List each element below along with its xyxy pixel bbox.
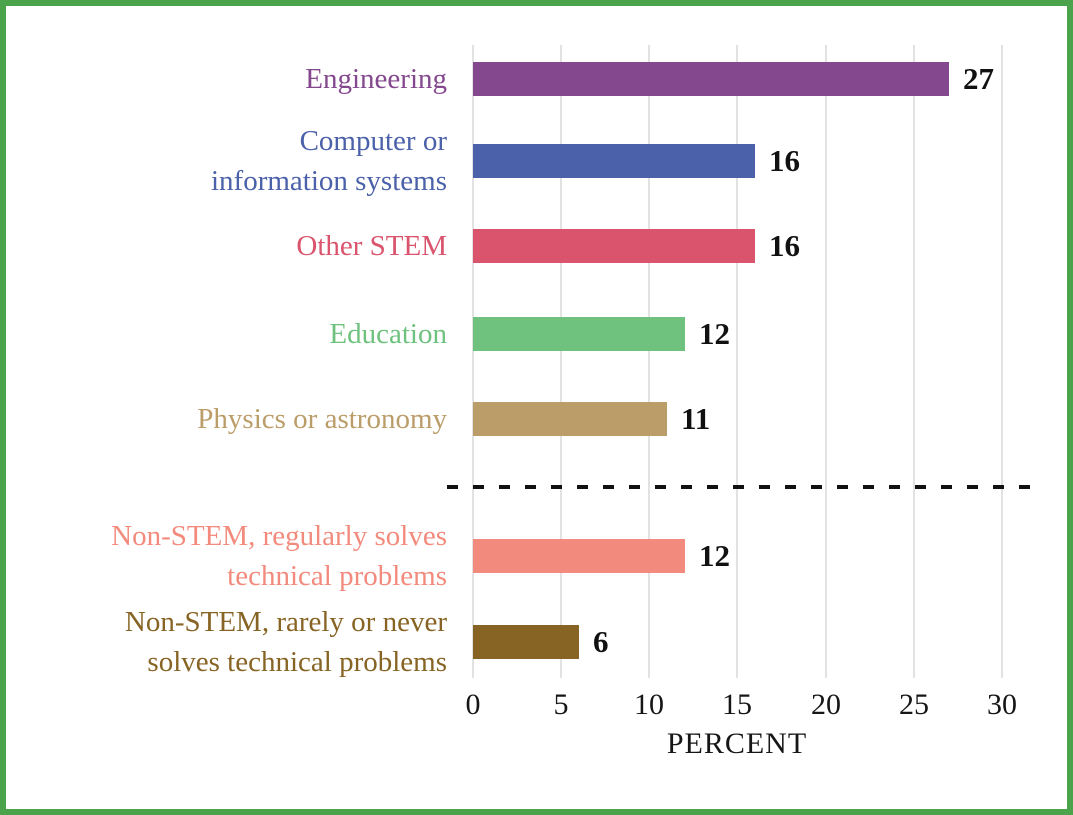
category-label: Computer or information systems xyxy=(15,121,447,201)
gridline-15 xyxy=(736,45,738,678)
bar xyxy=(473,62,949,96)
category-label-line: information systems xyxy=(210,165,447,197)
bar xyxy=(473,402,667,436)
bar xyxy=(473,229,755,263)
category-label-line: Education xyxy=(329,318,447,350)
gridline-25 xyxy=(913,45,915,678)
x-tick-label-20: 20 xyxy=(811,688,841,721)
category-label: Physics or astronomy xyxy=(15,399,447,439)
bar xyxy=(473,144,755,178)
category-label-line: Non-STEM, rarely or never xyxy=(124,606,447,638)
category-label-line: Other STEM xyxy=(296,230,447,262)
bar xyxy=(473,539,685,573)
bar-value-label: 11 xyxy=(681,401,711,436)
category-label-line: Physics or astronomy xyxy=(197,403,447,435)
gridline-20 xyxy=(825,45,827,678)
gridline-30 xyxy=(1001,45,1003,678)
gridline-10 xyxy=(648,45,650,678)
category-label-line: Engineering xyxy=(305,63,447,95)
bar-value-label: 27 xyxy=(963,61,994,96)
x-tick-label-25: 25 xyxy=(899,688,929,721)
bar-value-label: 6 xyxy=(593,624,609,659)
category-label-line: Computer or xyxy=(299,125,447,157)
category-label: Education xyxy=(15,314,447,354)
x-tick-label-5: 5 xyxy=(553,688,569,721)
category-label-line: Non-STEM, regularly solves xyxy=(111,520,447,552)
gridline-5 xyxy=(560,45,562,678)
bar-value-label: 12 xyxy=(699,538,730,573)
bar-value-label: 12 xyxy=(699,316,730,351)
bar-value-label: 16 xyxy=(769,143,800,178)
category-label: Non-STEM, regularly solves technical prob… xyxy=(15,516,447,596)
stem-nonstem-dashed-separator xyxy=(447,485,1032,489)
bar xyxy=(473,625,579,659)
x-axis-title: PERCENT xyxy=(666,727,808,760)
x-tick-label-10: 10 xyxy=(634,688,664,721)
x-tick-label-0: 0 xyxy=(465,688,481,721)
category-label-line: solves technical problems xyxy=(147,646,447,678)
category-label: Non-STEM, rarely or never solves technica… xyxy=(15,602,447,682)
category-label-line: technical problems xyxy=(227,560,447,592)
bar xyxy=(473,317,685,351)
bar-value-label: 16 xyxy=(769,228,800,263)
category-label: Other STEM xyxy=(15,226,447,266)
x-tick-label-15: 15 xyxy=(722,688,752,721)
x-tick-label-30: 30 xyxy=(987,688,1017,721)
category-label: Engineering xyxy=(15,59,447,99)
gridline-0 xyxy=(472,45,474,678)
